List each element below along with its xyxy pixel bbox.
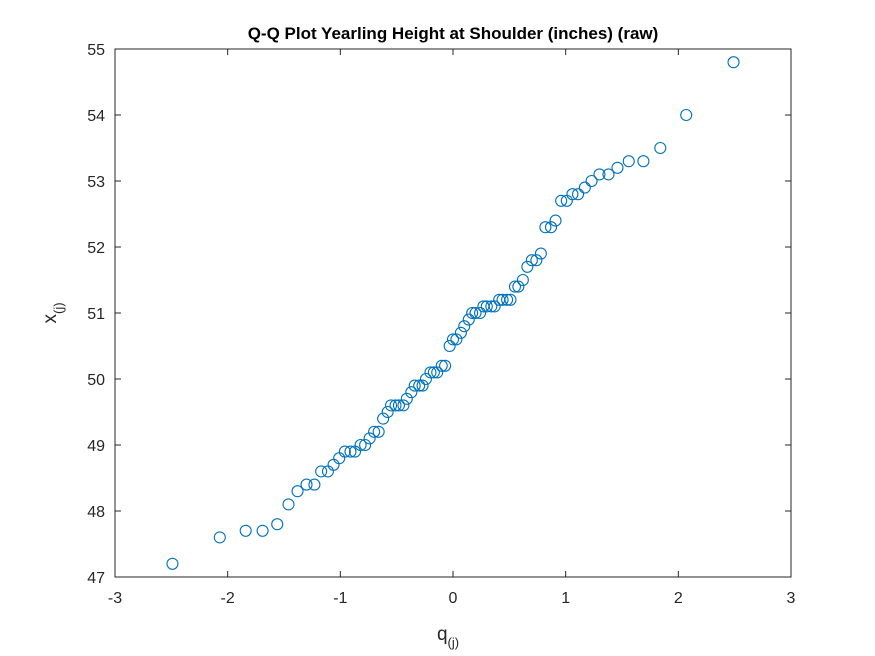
data-point [435, 359, 448, 372]
data-point [512, 280, 525, 293]
data-point [488, 300, 501, 313]
data-point [424, 366, 437, 379]
data-point [427, 366, 440, 379]
data-point [413, 379, 426, 392]
x-tick-label: -1 [333, 590, 347, 607]
data-point [333, 452, 346, 465]
x-tick-label: 0 [449, 590, 458, 607]
data-point [271, 518, 284, 531]
data-point [446, 333, 460, 346]
data-point [389, 399, 402, 412]
data-point [585, 174, 598, 188]
x-tick-label: 1 [561, 590, 570, 607]
data-point [239, 524, 252, 537]
data-point [544, 221, 558, 234]
data-point [419, 372, 433, 386]
x-tick-label: -2 [221, 590, 235, 607]
data-point [256, 524, 269, 537]
data-point [485, 300, 498, 313]
data-point [525, 254, 538, 267]
y-tick-label: 55 [87, 42, 105, 59]
data-point [400, 392, 413, 405]
data-point [439, 359, 452, 372]
data-point [611, 161, 624, 174]
data-point [291, 485, 304, 498]
data-point [308, 478, 321, 491]
data-point [458, 320, 471, 333]
data-point [338, 445, 351, 458]
data-points [166, 56, 740, 570]
data-point [344, 445, 357, 458]
data-point [539, 221, 552, 234]
data-point [521, 260, 534, 273]
data-point [381, 405, 394, 419]
data-point [508, 280, 522, 293]
data-point [496, 293, 509, 306]
y-tick-label: 49 [87, 438, 105, 455]
data-point [566, 188, 579, 201]
y-tick-label: 52 [87, 240, 105, 257]
data-point [480, 300, 493, 313]
data-point [372, 425, 385, 438]
data-point [602, 168, 615, 181]
data-point [473, 306, 487, 320]
data-point [321, 465, 334, 478]
data-point [213, 531, 226, 544]
data-point [727, 56, 740, 69]
data-point [530, 254, 543, 267]
data-point [462, 313, 475, 326]
data-point [654, 141, 667, 155]
data-point [392, 399, 405, 412]
y-tick-label: 50 [87, 372, 105, 389]
data-point [282, 498, 295, 511]
data-point [504, 293, 517, 306]
axes-frame [114, 48, 792, 578]
x-tick-label: -3 [108, 590, 122, 607]
data-point [680, 108, 693, 122]
data-point [384, 399, 398, 412]
data-point [466, 306, 479, 320]
data-point [377, 412, 390, 425]
data-point [431, 366, 444, 379]
data-point [450, 333, 463, 346]
x-axis-label: q(j) [437, 624, 459, 650]
data-point [501, 293, 514, 306]
data-point [469, 306, 482, 320]
data-point [555, 194, 568, 207]
data-point [578, 181, 591, 194]
chart-title: Q-Q Plot Yearling Height at Shoulder (in… [248, 24, 659, 43]
data-point [622, 155, 635, 168]
x-tick-label: 3 [787, 590, 796, 607]
data-point [354, 438, 367, 452]
axis-ticks: -3 -2 -1 0 1 2 3 47 48 49 50 51 52 53 54 55 [87, 42, 795, 607]
x-tick-label: 2 [674, 590, 683, 607]
y-tick-label: 51 [87, 306, 105, 323]
data-point [315, 465, 328, 478]
data-point [405, 386, 418, 399]
data-point [572, 188, 585, 201]
data-point [368, 425, 381, 438]
data-point [593, 168, 606, 181]
data-point [359, 438, 372, 452]
data-point [454, 326, 467, 339]
data-point [166, 557, 179, 570]
y-tick-label: 54 [87, 108, 105, 125]
data-point [397, 399, 410, 412]
data-point [443, 339, 456, 353]
data-point [408, 379, 421, 392]
data-point [516, 273, 529, 287]
data-point [534, 247, 547, 260]
data-point [327, 458, 340, 471]
data-point [637, 155, 650, 168]
data-point [416, 379, 429, 392]
y-tick-label: 53 [87, 174, 105, 191]
data-point [363, 432, 376, 445]
y-tick-label: 47 [87, 570, 105, 587]
data-point [549, 214, 562, 227]
data-point [300, 478, 313, 491]
y-axis-label: x(j) [40, 302, 66, 323]
y-tick-label: 48 [87, 504, 105, 521]
